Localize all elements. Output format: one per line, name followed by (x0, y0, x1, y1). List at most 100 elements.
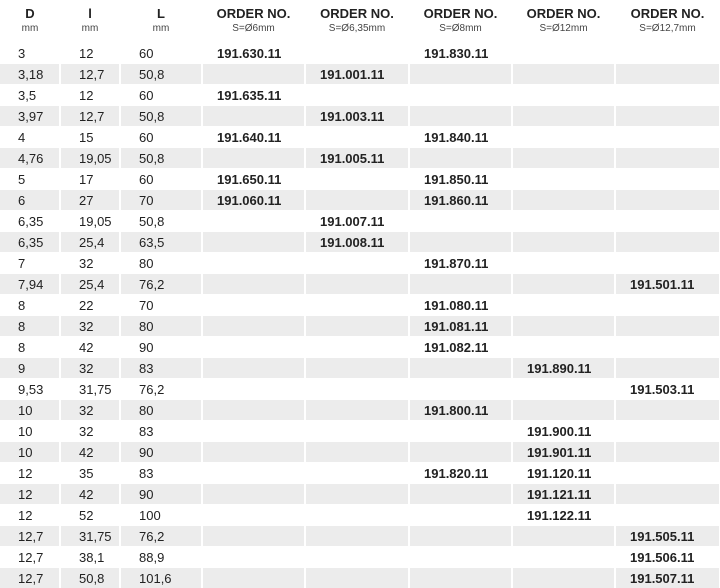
order-cell: 191.820.11 (409, 463, 512, 484)
order-cell (305, 568, 409, 588)
dimension-cell: 31,75 (60, 379, 120, 400)
order-cell (305, 295, 409, 316)
order-cell (305, 400, 409, 421)
dimension-cell: 32 (60, 358, 120, 379)
order-cell (202, 253, 305, 274)
order-cell: 191.830.11 (409, 43, 512, 64)
order-cell: 191.008.11 (305, 232, 409, 253)
header-cell: ORDER NO.S=Ø12mm (512, 0, 615, 43)
order-cell (615, 85, 720, 106)
header-title: ORDER NO. (217, 6, 291, 21)
order-cell (512, 274, 615, 295)
dimension-cell: 35 (60, 463, 120, 484)
order-cell: 191.503.11 (615, 379, 720, 400)
order-cell: 191.003.11 (305, 106, 409, 127)
dimension-cell: 9 (0, 358, 60, 379)
order-cell (512, 400, 615, 421)
order-cell (409, 442, 512, 463)
order-cell: 191.005.11 (305, 148, 409, 169)
order-cell: 191.080.11 (409, 295, 512, 316)
order-cell (202, 547, 305, 568)
order-cell: 191.900.11 (512, 421, 615, 442)
order-cell (409, 526, 512, 547)
order-cell (305, 190, 409, 211)
order-cell: 191.840.11 (409, 127, 512, 148)
dimension-cell: 12 (60, 85, 120, 106)
order-cell (305, 442, 409, 463)
dimension-cell: 22 (60, 295, 120, 316)
dimension-cell: 4,76 (0, 148, 60, 169)
dimension-cell: 88,9 (120, 547, 202, 568)
order-cell (615, 106, 720, 127)
dimension-cell: 9,53 (0, 379, 60, 400)
dimension-cell: 7 (0, 253, 60, 274)
header-unit: S=Ø12mm (512, 21, 615, 36)
order-cell (615, 169, 720, 190)
order-cell (615, 232, 720, 253)
dimension-cell: 15 (60, 127, 120, 148)
order-cell (512, 379, 615, 400)
order-cell (615, 127, 720, 148)
order-cell (615, 211, 720, 232)
order-cell (202, 505, 305, 526)
dimension-cell: 38,1 (60, 547, 120, 568)
order-cell: 191.635.11 (202, 85, 305, 106)
order-cell: 191.082.11 (409, 337, 512, 358)
order-cell (512, 43, 615, 64)
dimension-cell: 32 (60, 400, 120, 421)
header-cell: ORDER NO.S=Ø8mm (409, 0, 512, 43)
order-cell (202, 568, 305, 588)
dimension-cell: 3,5 (0, 85, 60, 106)
order-cell: 191.007.11 (305, 211, 409, 232)
order-cell (305, 547, 409, 568)
order-cell (409, 64, 512, 85)
order-cell (202, 358, 305, 379)
order-cell (512, 211, 615, 232)
order-cell (305, 85, 409, 106)
dimension-cell: 80 (120, 253, 202, 274)
dimension-cell: 12,7 (60, 64, 120, 85)
dimension-cell: 7,94 (0, 274, 60, 295)
order-cell (202, 211, 305, 232)
order-cell (512, 169, 615, 190)
order-cell (615, 421, 720, 442)
dimension-cell: 50,8 (120, 106, 202, 127)
order-cell (409, 379, 512, 400)
order-cell (409, 274, 512, 295)
dimension-cell: 50,8 (120, 64, 202, 85)
order-cell (305, 253, 409, 274)
dimension-cell: 50,8 (120, 148, 202, 169)
order-cell: 191.850.11 (409, 169, 512, 190)
order-cell (202, 274, 305, 295)
order-cell: 191.501.11 (615, 274, 720, 295)
dimension-cell: 83 (120, 358, 202, 379)
order-cell (305, 358, 409, 379)
order-cell (512, 127, 615, 148)
order-cell: 191.060.11 (202, 190, 305, 211)
dimension-cell: 10 (0, 442, 60, 463)
dimension-cell: 25,4 (60, 232, 120, 253)
dimension-cell: 32 (60, 253, 120, 274)
order-cell (512, 547, 615, 568)
header-unit: S=Ø6mm (202, 21, 305, 36)
order-cell: 191.800.11 (409, 400, 512, 421)
order-cell: 191.630.11 (202, 43, 305, 64)
order-cell (615, 316, 720, 337)
dimension-cell: 60 (120, 127, 202, 148)
dimension-cell: 12,7 (0, 526, 60, 547)
order-cell: 191.081.11 (409, 316, 512, 337)
order-cell (305, 127, 409, 148)
